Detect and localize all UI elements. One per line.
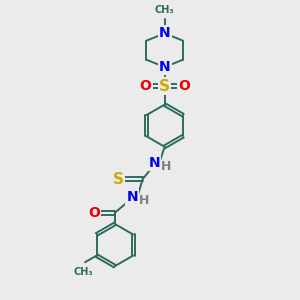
Text: H: H bbox=[161, 160, 171, 173]
Text: N: N bbox=[159, 26, 170, 40]
Text: O: O bbox=[178, 79, 190, 93]
Text: N: N bbox=[148, 156, 160, 170]
Text: CH₃: CH₃ bbox=[74, 268, 93, 278]
Text: S: S bbox=[159, 79, 170, 94]
Text: S: S bbox=[113, 172, 124, 187]
Text: H: H bbox=[139, 194, 149, 207]
Text: N: N bbox=[127, 190, 138, 204]
Text: N: N bbox=[159, 60, 170, 74]
Text: O: O bbox=[140, 79, 152, 93]
Text: CH₃: CH₃ bbox=[155, 5, 175, 15]
Text: O: O bbox=[88, 206, 100, 220]
